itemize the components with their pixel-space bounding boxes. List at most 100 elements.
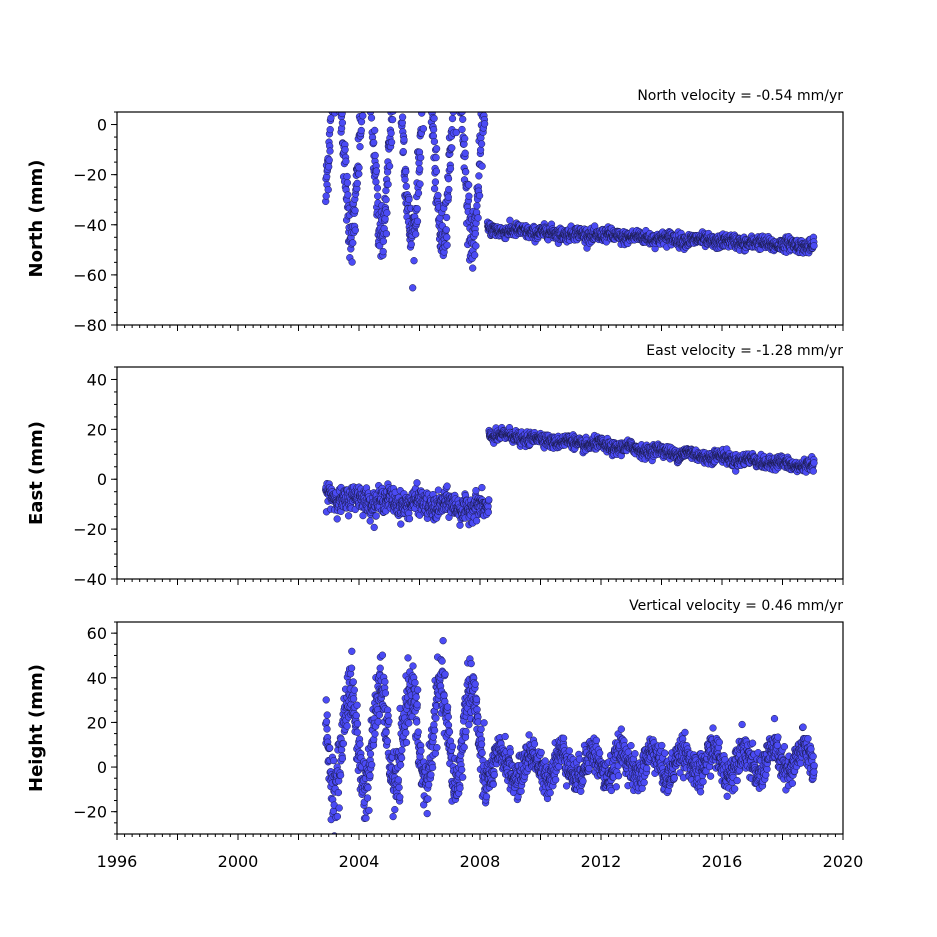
- data-point: [393, 73, 400, 80]
- data-point: [336, 74, 343, 81]
- data-point: [405, 719, 413, 727]
- data-point: [399, 147, 407, 156]
- data-point: [413, 701, 421, 709]
- data-point: [478, 483, 486, 492]
- data-point: [361, 85, 368, 92]
- data-point: [426, 92, 433, 99]
- data-point: [348, 647, 356, 655]
- data-point: [423, 82, 430, 89]
- data-point: [472, 695, 481, 704]
- data-point: [367, 67, 374, 74]
- data-point: [432, 714, 440, 722]
- data-point: [455, 71, 462, 78]
- data-point: [358, 68, 365, 75]
- data-point: [387, 138, 396, 146]
- data-point: [426, 96, 433, 103]
- data-point: [368, 103, 375, 110]
- data-point: [427, 771, 435, 779]
- data-point: [457, 89, 464, 96]
- data-point: [394, 776, 402, 784]
- data-point: [480, 120, 489, 128]
- data-point: [369, 98, 376, 105]
- data-point: [482, 792, 491, 801]
- data-point: [477, 740, 486, 748]
- data-point: [395, 58, 402, 65]
- data-point: [364, 53, 371, 60]
- data-point: [444, 193, 452, 201]
- data-point: [398, 96, 405, 103]
- data-point: [365, 80, 372, 87]
- data-point: [456, 784, 464, 792]
- data-point: [474, 718, 482, 726]
- data-point: [455, 76, 462, 83]
- data-point: [443, 482, 451, 490]
- data-point: [407, 240, 415, 248]
- data-point: [325, 156, 333, 164]
- data-point: [456, 93, 463, 100]
- data-point: [430, 185, 439, 193]
- data-point: [359, 83, 366, 90]
- data-point: [389, 92, 396, 99]
- data-point: [391, 81, 398, 88]
- y-tick-label: −20: [73, 166, 107, 185]
- data-point: [479, 94, 486, 101]
- data-point: [425, 781, 433, 789]
- data-point: [364, 73, 371, 80]
- data-point: [363, 60, 370, 67]
- data-point: [425, 98, 432, 105]
- data-point: [387, 129, 395, 137]
- data-point: [329, 70, 336, 77]
- data-point: [432, 153, 440, 162]
- data-point: [393, 89, 400, 96]
- data-point: [385, 162, 394, 170]
- data-point: [395, 92, 402, 99]
- data-point: [332, 88, 339, 95]
- data-point: [349, 678, 357, 686]
- data-point: [422, 44, 429, 51]
- data-point: [356, 143, 364, 151]
- data-point: [388, 115, 397, 124]
- data-point: [472, 242, 480, 250]
- data-point: [424, 56, 431, 63]
- data-point: [353, 179, 361, 187]
- data-point: [338, 119, 347, 127]
- data-point: [452, 128, 460, 137]
- data-point: [362, 81, 369, 88]
- data-point: [810, 242, 818, 250]
- data-point: [478, 162, 486, 170]
- data-point: [361, 52, 368, 59]
- data-point: [349, 695, 358, 703]
- data-point: [365, 76, 372, 83]
- data-point: [413, 217, 422, 225]
- data-point: [454, 79, 461, 86]
- data-point: [419, 99, 426, 106]
- data-point: [430, 137, 439, 146]
- data-point: [476, 146, 485, 154]
- data-point: [360, 85, 367, 92]
- data-point: [353, 701, 361, 709]
- data-point: [383, 737, 392, 745]
- data-point: [469, 264, 477, 272]
- y-tick-label: −80: [73, 316, 107, 335]
- data-point: [425, 79, 432, 86]
- data-point: [363, 76, 370, 83]
- data-point: [335, 44, 342, 51]
- data-point: [328, 98, 335, 105]
- data-point: [360, 91, 367, 98]
- data-point: [362, 70, 369, 77]
- data-point: [402, 167, 410, 176]
- data-point: [396, 84, 403, 91]
- data-point: [457, 103, 464, 110]
- data-point: [396, 761, 405, 769]
- data-point: [339, 739, 348, 748]
- data-point: [357, 126, 365, 135]
- data-point: [451, 102, 458, 109]
- data-point: [397, 520, 405, 528]
- data-point: [458, 79, 465, 86]
- data-point: [398, 103, 405, 110]
- data-point: [324, 186, 332, 194]
- data-point: [371, 730, 379, 738]
- data-points: [322, 637, 818, 834]
- data-point: [428, 88, 435, 95]
